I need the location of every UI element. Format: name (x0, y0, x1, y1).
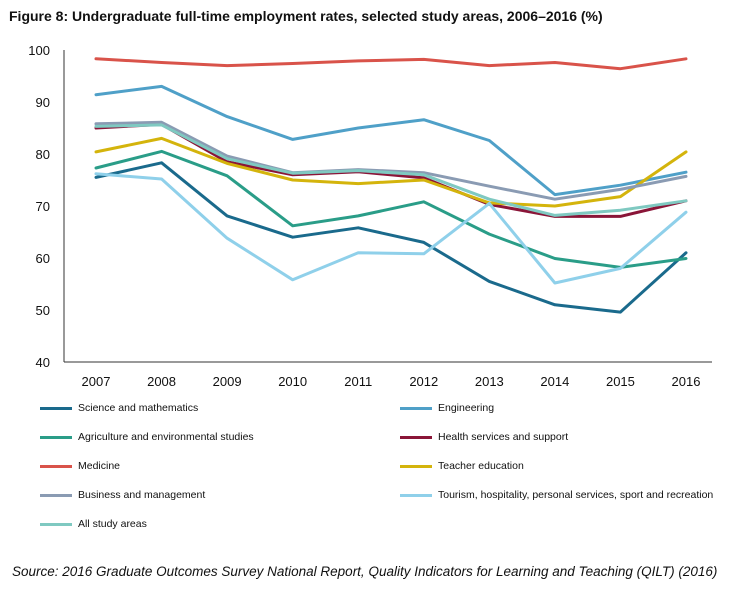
legend-label: Business and management (78, 489, 206, 501)
y-tick-label: 80 (36, 147, 50, 162)
x-tick-label: 2009 (213, 374, 242, 389)
x-tick-label: 2011 (344, 374, 372, 389)
line-chart: 40 50 60 70 80 90 100 2007 2008 2009 2010 2011 2012 2… (28, 43, 712, 389)
x-tick-label: 2008 (147, 374, 176, 389)
y-tick-label: 90 (36, 95, 50, 110)
legend-item: Medicine (40, 458, 120, 474)
legend-item: Tourism, hospitality, personal services,… (400, 487, 713, 503)
series-line-all-study-areas (94, 123, 688, 217)
legend-item: Health services and support (400, 429, 568, 445)
legend-swatch (40, 464, 72, 468)
x-tick-label: 2015 (606, 374, 635, 389)
legend-label: Teacher education (438, 460, 524, 472)
x-tick-label: 2014 (540, 374, 569, 389)
legend-item: All study areas (40, 516, 147, 532)
legend-label: Science and mathematics (78, 402, 199, 414)
legend-swatch (40, 493, 72, 497)
series-line-teacher-education (94, 136, 688, 208)
x-tick-label: 2013 (475, 374, 504, 389)
y-tick-label: 100 (28, 43, 50, 58)
legend-swatch (400, 406, 432, 410)
series-lines (94, 57, 688, 314)
legend-label: All study areas (78, 518, 147, 530)
legend-item: Teacher education (400, 458, 524, 474)
chart-title: Figure 8: Undergraduate full-time employ… (9, 8, 603, 24)
y-tick-label: 50 (36, 303, 50, 318)
series-line-tourism-hospitality-personal-services-sport-and-recreation (94, 172, 688, 285)
y-tick-label: 40 (36, 355, 50, 370)
axes: 40 50 60 70 80 90 100 2007 2008 2009 2010 2011 2012 2… (28, 43, 712, 389)
legend-item: Science and mathematics (40, 400, 198, 416)
legend-label: Agriculture and environmental studies (78, 431, 254, 443)
legend-label: Medicine (78, 460, 121, 472)
series-line-medicine (94, 57, 688, 71)
series-line-engineering (94, 84, 688, 197)
legend-swatch (40, 522, 72, 526)
legend-swatch (400, 435, 432, 439)
series-line-agriculture-and-environmental-studies (94, 149, 688, 269)
y-tick-label: 60 (36, 251, 50, 266)
legend-swatch (40, 406, 72, 410)
series-line-science-and-mathematics (94, 161, 688, 314)
x-tick-label: 2007 (82, 374, 111, 389)
legend-label: Tourism, hospitality, personal services,… (438, 489, 714, 501)
legend-label: Health services and support (438, 431, 569, 443)
legend-swatch (40, 435, 72, 439)
series-line-business-and-management (94, 120, 688, 201)
source-note: Source: 2016 Graduate Outcomes Survey Na… (12, 564, 718, 579)
legend-item: Business and management (40, 487, 205, 503)
x-tick-label: 2016 (672, 374, 701, 389)
x-tick-label: 2010 (278, 374, 307, 389)
legend-swatch (400, 493, 432, 497)
legend-label: Engineering (438, 402, 495, 414)
legend-item: Engineering (400, 400, 494, 416)
x-tick-label: 2012 (409, 374, 438, 389)
legend-swatch (400, 464, 432, 468)
legend-item: Agriculture and environmental studies (40, 429, 254, 445)
y-tick-label: 70 (36, 199, 50, 214)
